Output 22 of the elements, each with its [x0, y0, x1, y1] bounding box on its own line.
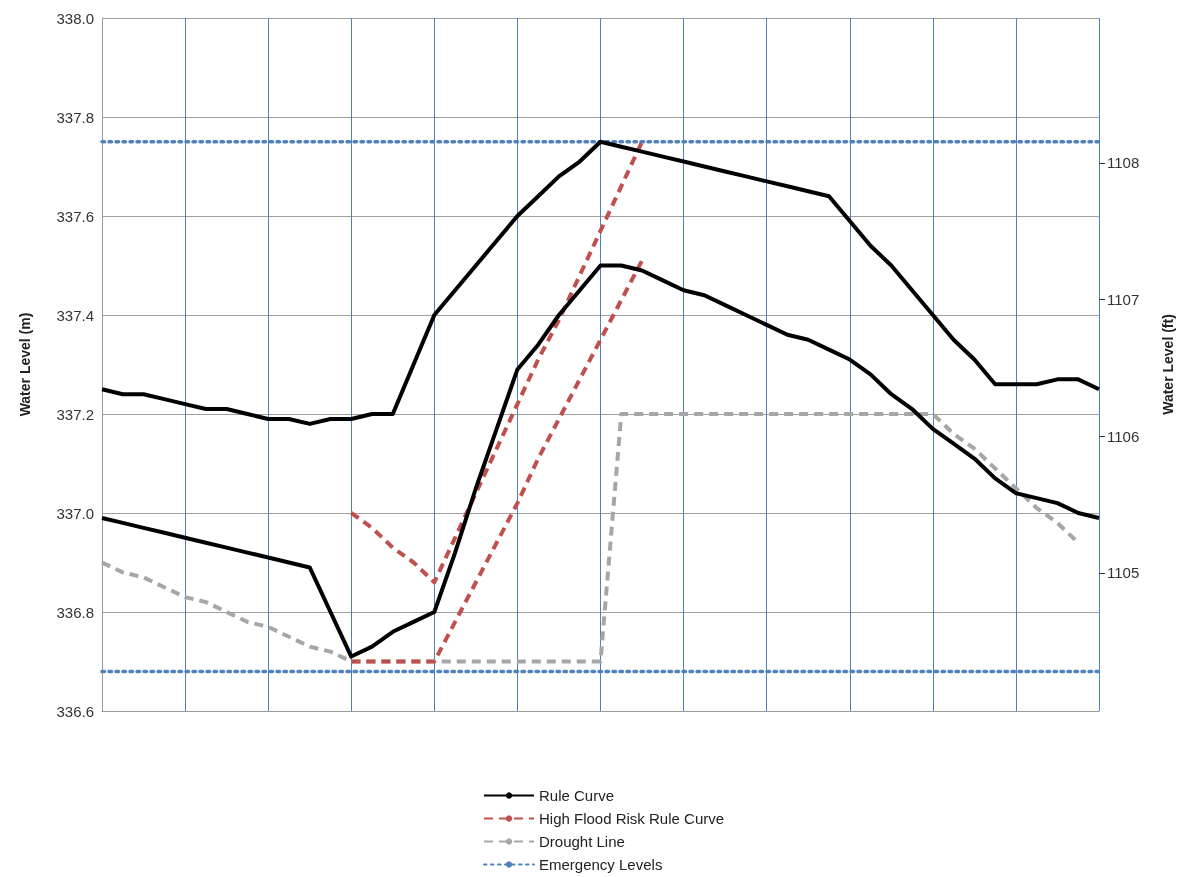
legend-label: Emergency Levels: [539, 856, 663, 873]
legend-label: High Flood Risk Rule Curve: [539, 810, 725, 827]
legend-label: Rule Curve: [539, 787, 615, 804]
y2-tick-label: 1108: [1107, 154, 1140, 172]
y-tick-label: 337.2: [56, 405, 94, 423]
y-tick-label: 337.4: [56, 306, 94, 324]
y-tick-label: 336.8: [56, 603, 94, 621]
y2-tick-label: 1107: [1107, 291, 1140, 309]
y2-axis-title: Water Level (ft): [1160, 314, 1176, 415]
y-tick-label: 337.0: [56, 504, 94, 522]
y-axis-title: Water Level (m): [17, 312, 33, 417]
y2-tick-label: 1106: [1107, 427, 1140, 445]
line-series: [100, 263, 1101, 659]
y-tick-label: 336.6: [56, 702, 94, 720]
y-tick-label: 338.0: [56, 9, 94, 27]
line-series: [349, 139, 645, 585]
y2-tick-label: 1105: [1107, 564, 1140, 582]
legend-label: Drought Line: [539, 833, 625, 850]
line-series: [349, 258, 645, 664]
y-tick-label: 337.6: [56, 207, 94, 225]
y-tick-label: 337.8: [56, 108, 94, 126]
line-series: [100, 139, 1101, 426]
